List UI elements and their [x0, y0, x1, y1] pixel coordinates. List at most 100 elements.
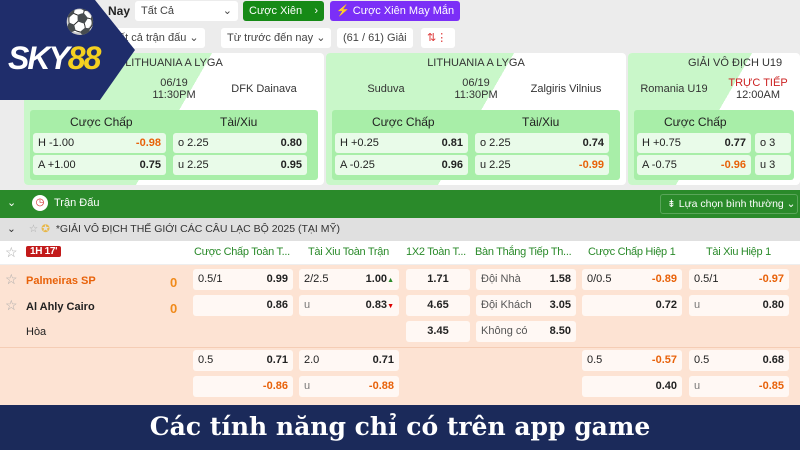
- odds-cell[interactable]: 0.5 -0.57: [582, 350, 682, 371]
- odds-cell[interactable]: 1.71: [406, 269, 470, 290]
- star-icon[interactable]: ☆: [5, 297, 18, 313]
- star-icon[interactable]: ☆: [28, 223, 39, 235]
- odds-cell[interactable]: A -0.75 -0.96: [637, 155, 751, 175]
- odds-cell[interactable]: H -1.00 -0.98: [33, 133, 166, 153]
- column-header: Cược Chấp Toàn T...: [194, 246, 290, 258]
- odds-line: 2/2.5: [304, 273, 329, 285]
- handicap-label: Cược Chấp: [372, 115, 435, 129]
- handicap-label: Cược Chấp: [664, 115, 727, 129]
- league-name: *GIẢI VÔ ĐỊCH THẾ GIỚI CÁC CÂU LẠC BỘ 20…: [55, 223, 341, 235]
- live-badge: 1H 17': [26, 246, 62, 257]
- odds-cell[interactable]: 0.72: [582, 295, 682, 316]
- odds-line: u: [304, 380, 311, 392]
- card-league: GIẢI VÔ ĐỊCH U19: [688, 57, 783, 69]
- odds-cell[interactable]: H +0.75 0.77: [637, 133, 751, 153]
- match-filter-value: tất cả trận đấu: [116, 32, 187, 44]
- column-header: Tài Xiu Toàn Trận: [308, 246, 389, 258]
- odds-cell[interactable]: u 3: [755, 155, 791, 175]
- odds-cell[interactable]: -0.86: [193, 376, 293, 397]
- odds-cell[interactable]: 0.5/1 0.99: [193, 269, 293, 290]
- odds-cell[interactable]: 0.5/1 -0.97: [689, 269, 789, 290]
- home-score: 0: [170, 275, 178, 290]
- top-toolbar: Nay Tất Cả ⌄ Cược Xiên › ⚡ Cược Xiên May …: [0, 0, 800, 48]
- odds-cell[interactable]: 0.86: [193, 295, 293, 316]
- odds-cell[interactable]: A -0.25 0.96: [335, 155, 468, 175]
- home-team: Suduva: [367, 83, 405, 95]
- odds-cell[interactable]: 0.40: [582, 376, 682, 397]
- odds-cell[interactable]: u -0.88: [299, 376, 399, 397]
- odds-cell[interactable]: u -0.85: [689, 376, 789, 397]
- odds-price: 8.50: [549, 325, 571, 337]
- odds-cell[interactable]: u 2.25 -0.99: [475, 155, 609, 175]
- sort-value: Lựa chọn bình thường: [678, 198, 784, 210]
- odds-cell[interactable]: 3.45: [406, 321, 470, 342]
- filter-value: Tất Cả: [141, 5, 175, 17]
- handicap-label: Cược Chấp: [70, 115, 133, 129]
- collapse-icon[interactable]: ⌄: [7, 197, 17, 209]
- odds-cell[interactable]: H +0.25 0.81: [335, 133, 468, 153]
- draw-label: Hòa: [26, 326, 47, 338]
- parlay-label: Cược Xiên: [249, 5, 303, 17]
- odds-line: 0.5: [587, 354, 603, 366]
- home-team: Romania U19: [640, 83, 708, 95]
- column-header: 1X2 Toàn T...: [406, 246, 466, 258]
- match-filter-select[interactable]: tất cả trận đấu ⌄: [110, 28, 205, 48]
- chevron-down-icon: ⌄: [786, 198, 796, 210]
- odds-price: 0.71: [372, 354, 394, 366]
- odds-price: 0.71: [266, 354, 288, 366]
- odds-line: Đội Nhà: [481, 273, 521, 285]
- odds-price: -0.97: [758, 273, 784, 285]
- sort-icon[interactable]: ⇅⋮: [421, 28, 455, 48]
- odds-cell[interactable]: 0.5 0.68: [689, 350, 789, 371]
- odds-cell[interactable]: 4.65: [406, 295, 470, 316]
- time-filter-select[interactable]: Từ trước đến nay ⌄: [221, 28, 332, 48]
- league-row[interactable]: ⌄ ☆ ✪ *GIẢI VÔ ĐỊCH THẾ GIỚI CÁC CÂU LẠC…: [0, 218, 800, 241]
- chevron-down-icon: ⌄: [222, 5, 232, 17]
- chevron-right-icon: ›: [314, 5, 318, 17]
- parlay-button[interactable]: Cược Xiên ›: [243, 1, 324, 21]
- section-title: Trận Đấu: [54, 197, 100, 209]
- away-team[interactable]: Al Ahly Cairo: [26, 301, 95, 313]
- featured-match-card[interactable]: LITHUANIA A LYGA Suduva 06/19 11:30PM Zal…: [326, 53, 626, 185]
- chevron-down-icon: ⌄: [316, 32, 326, 44]
- odds-cell[interactable]: o 2.25 0.80: [173, 133, 307, 153]
- odds-cell[interactable]: 2/2.5 1.00▲: [299, 269, 399, 290]
- card-league: LITHUANIA A LYGA: [125, 57, 223, 69]
- odds-cell[interactable]: u 2.25 0.95: [173, 155, 307, 175]
- featured-match-card[interactable]: GIẢI VÔ ĐỊCH U19 Romania U19 TRỰC TIẾP 12…: [628, 53, 800, 185]
- league-count-button[interactable]: (61 / 61) Giải: [337, 28, 413, 48]
- odds-cell[interactable]: u 0.80: [689, 295, 789, 316]
- odds-line: 0/0.5: [587, 273, 612, 285]
- odds-cell[interactable]: o 3: [755, 133, 791, 153]
- odds-panel: Cược Chấp Tài/Xiu H +0.25 0.81 A -0.25 0.9…: [332, 110, 620, 180]
- odds-cell[interactable]: Không có 8.50: [476, 321, 576, 342]
- filter-select[interactable]: Tất Cả ⌄: [135, 1, 238, 21]
- chevron-down-icon: ⌄: [189, 32, 199, 44]
- sort-icon: ⇟: [667, 198, 676, 210]
- odds-cell[interactable]: Đội Khách 3.05: [476, 295, 576, 316]
- away-team: Zalgiris Vilnius: [530, 83, 602, 95]
- odds-line: 0.5: [694, 354, 710, 366]
- column-header: Tài Xiu Hiệp 1: [706, 246, 771, 258]
- odds-cell[interactable]: Đội Nhà 1.58: [476, 269, 576, 290]
- home-team[interactable]: Palmeiras SP: [26, 275, 96, 287]
- column-header: Cược Chấp Hiệp 1: [588, 246, 676, 258]
- collapse-icon[interactable]: ⌄: [7, 223, 16, 235]
- odds-cell[interactable]: 2.0 0.71: [299, 350, 399, 371]
- odds-line: 0.5/1: [198, 273, 223, 285]
- lucky-parlay-label: Cược Xiên May Mắn: [352, 5, 455, 17]
- star-icon[interactable]: ☆: [5, 271, 18, 287]
- clock-icon: ◷: [32, 195, 48, 211]
- odds-cell[interactable]: A +1.00 0.75: [33, 155, 166, 175]
- lucky-parlay-button[interactable]: ⚡ Cược Xiên May Mắn: [330, 1, 461, 21]
- odds-cell[interactable]: 0/0.5 -0.89: [582, 269, 682, 290]
- odds-cell[interactable]: o 2.25 0.74: [475, 133, 609, 153]
- sort-select[interactable]: ⇟ Lựa chọn bình thường ⌄: [660, 194, 798, 214]
- odds-cell[interactable]: 0.5 0.71: [193, 350, 293, 371]
- odds-price: -0.57: [651, 354, 677, 366]
- star-icon[interactable]: ☆: [5, 244, 18, 260]
- odds-line: 0.5: [198, 354, 214, 366]
- day-label: Nay: [108, 4, 131, 18]
- odds-cell[interactable]: u 0.83▼: [299, 295, 399, 316]
